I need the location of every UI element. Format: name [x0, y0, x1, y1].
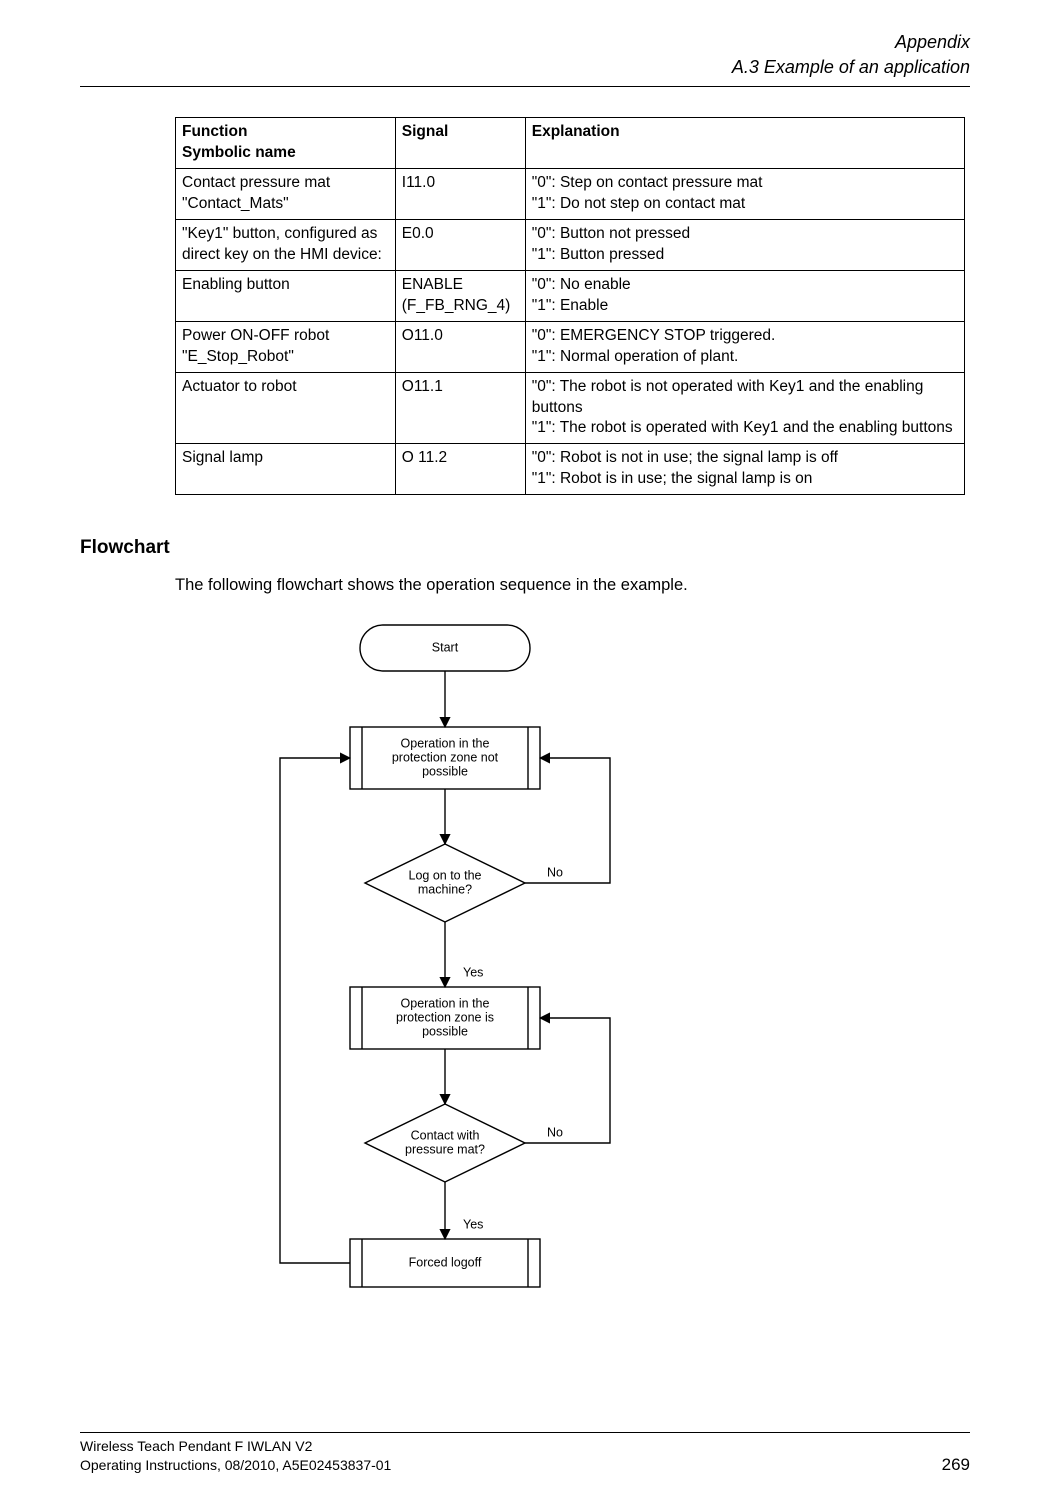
cell-signal: O11.0 — [395, 321, 525, 372]
svg-text:pressure mat?: pressure mat? — [405, 1142, 485, 1156]
table-row: Contact pressure mat "Contact_Mats"I11.0… — [176, 169, 965, 220]
cell-explanation: "0": The robot is not operated with Key1… — [525, 372, 964, 444]
intro-text: The following flowchart shows the operat… — [175, 576, 970, 595]
page-footer: Wireless Teach Pendant F IWLAN V2 Operat… — [80, 1432, 970, 1475]
header-line-2: A.3 Example of an application — [80, 55, 970, 80]
svg-text:possible: possible — [422, 1024, 468, 1038]
svg-text:Start: Start — [432, 640, 459, 654]
svg-text:Operation in the: Operation in the — [401, 996, 490, 1010]
cell-explanation: "0": Robot is not in use; the signal lam… — [525, 444, 964, 495]
footer-line-2: Operating Instructions, 08/2010, A5E0245… — [80, 1456, 391, 1475]
table-row: Power ON-OFF robot "E_Stop_Robot"O11.0"0… — [176, 321, 965, 372]
footer-rule — [80, 1432, 970, 1433]
table-header-row: FunctionSymbolic name Signal Explanation — [176, 118, 965, 169]
cell-signal: I11.0 — [395, 169, 525, 220]
cell-function: Signal lamp — [176, 444, 396, 495]
cell-function: Actuator to robot — [176, 372, 396, 444]
section-title: Flowchart — [80, 537, 970, 559]
page-number: 269 — [942, 1455, 970, 1475]
table-row: "Key1" button, configured as direct key … — [176, 220, 965, 271]
cell-signal: O11.1 — [395, 372, 525, 444]
cell-explanation: "0": No enable"1": Enable — [525, 270, 964, 321]
page-header: Appendix A.3 Example of an application — [80, 30, 970, 80]
table-row: Enabling buttonENABLE (F_FB_RNG_4)"0": N… — [176, 270, 965, 321]
flowchart-container: StartOperation in theprotection zone not… — [250, 613, 970, 1303]
svg-text:Operation in the: Operation in the — [401, 736, 490, 750]
cell-function: "Key1" button, configured as direct key … — [176, 220, 396, 271]
cell-signal: O 11.2 — [395, 444, 525, 495]
cell-signal: ENABLE (F_FB_RNG_4) — [395, 270, 525, 321]
svg-text:Contact with: Contact with — [411, 1128, 480, 1142]
svg-text:possible: possible — [422, 764, 468, 778]
th-signal: Signal — [395, 118, 525, 169]
svg-text:machine?: machine? — [418, 882, 472, 896]
cell-explanation: "0": EMERGENCY STOP triggered."1": Norma… — [525, 321, 964, 372]
cell-function: Contact pressure mat "Contact_Mats" — [176, 169, 396, 220]
flowchart: StartOperation in theprotection zone not… — [250, 613, 680, 1303]
cell-function: Power ON-OFF robot "E_Stop_Robot" — [176, 321, 396, 372]
header-rule — [80, 86, 970, 87]
svg-text:Yes: Yes — [463, 1217, 483, 1231]
th-function: FunctionSymbolic name — [176, 118, 396, 169]
svg-text:Forced logoff: Forced logoff — [409, 1255, 482, 1269]
cell-explanation: "0": Step on contact pressure mat"1": Do… — [525, 169, 964, 220]
cell-explanation: "0": Button not pressed"1": Button press… — [525, 220, 964, 271]
footer-line-1: Wireless Teach Pendant F IWLAN V2 — [80, 1437, 391, 1456]
svg-text:No: No — [547, 1125, 563, 1139]
table-row: Actuator to robotO11.1"0": The robot is … — [176, 372, 965, 444]
cell-function: Enabling button — [176, 270, 396, 321]
svg-text:protection zone is: protection zone is — [396, 1010, 494, 1024]
svg-text:No: No — [547, 865, 563, 879]
header-line-1: Appendix — [80, 30, 970, 55]
svg-text:Yes: Yes — [463, 965, 483, 979]
svg-text:protection zone not: protection zone not — [392, 750, 499, 764]
th-explanation: Explanation — [525, 118, 964, 169]
signal-table: FunctionSymbolic name Signal Explanation… — [175, 117, 965, 495]
cell-signal: E0.0 — [395, 220, 525, 271]
table-row: Signal lampO 11.2"0": Robot is not in us… — [176, 444, 965, 495]
svg-text:Log on to the: Log on to the — [409, 868, 482, 882]
